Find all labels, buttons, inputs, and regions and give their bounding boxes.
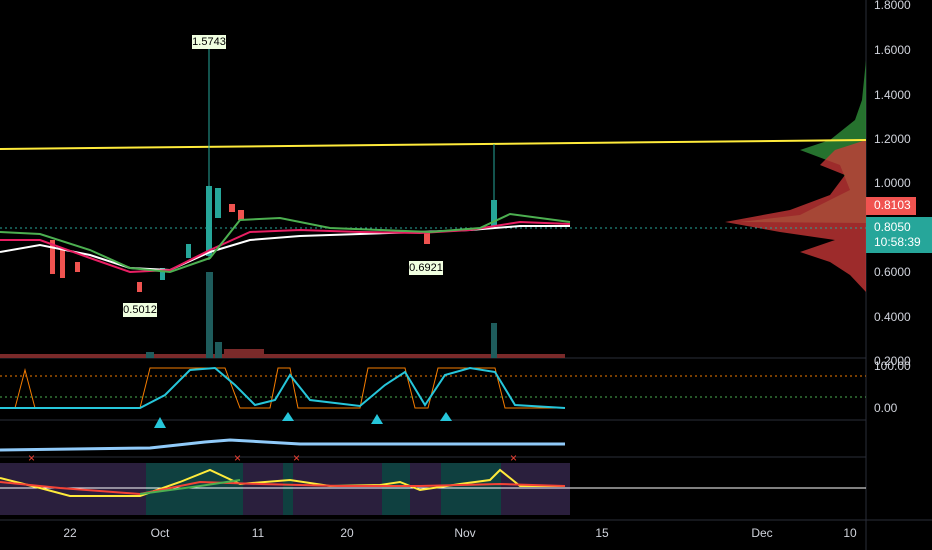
time-label: 20 <box>340 526 354 540</box>
time-label: 22 <box>63 526 77 540</box>
candles <box>50 45 497 292</box>
volume-profile <box>725 60 866 292</box>
time-label: Oct <box>151 526 170 540</box>
price-tag <box>866 197 916 215</box>
price-label: 1.6000 <box>874 43 911 57</box>
annotation: 0.6921 <box>409 262 443 274</box>
svg-text:×: × <box>28 451 35 465</box>
svg-text:×: × <box>510 451 517 465</box>
price-label: 1.8000 <box>874 0 911 12</box>
time-label: Dec <box>751 526 772 540</box>
trend-line <box>0 139 867 150</box>
time-axis: 22 Oct 11 20 Nov 15 Dec 10 <box>63 526 857 540</box>
high-label: 1.5743 <box>192 35 226 49</box>
price-axis: 1.8000 1.6000 1.4000 1.2000 1.0000 0.6000 0.40… <box>874 0 911 368</box>
moving-averages <box>0 212 571 274</box>
time-label: 11 <box>252 526 265 540</box>
time-label: 10 <box>843 526 857 540</box>
oscillator-label: 0.00 <box>874 401 898 415</box>
volume-bars <box>0 272 565 358</box>
annotation: 0.5012 <box>123 304 157 316</box>
price-label: 1.2000 <box>874 132 911 146</box>
low-label: 0.5012 <box>123 303 157 317</box>
time-label: Nov <box>454 526 475 540</box>
indicator-line <box>0 438 565 452</box>
signal-line <box>139 479 241 495</box>
cross-markers: × × × × <box>28 451 517 465</box>
slow-line <box>0 480 566 496</box>
price-label: 0.6000 <box>874 265 911 279</box>
annotation: 1.5743 <box>192 36 226 48</box>
countdown: 10:58:39 <box>874 235 921 249</box>
oscillator-line <box>0 366 566 409</box>
price-label: 1.4000 <box>874 88 911 102</box>
price-label: 0.2000 <box>874 354 911 368</box>
swing-label: 0.6921 <box>409 261 443 275</box>
svg-text:×: × <box>293 451 300 465</box>
svg-text:×: × <box>234 451 241 465</box>
price-label: 1.0000 <box>874 176 911 190</box>
price-tag-text: 0.8050 <box>874 220 911 234</box>
time-label: 15 <box>595 526 609 540</box>
signal-markers <box>154 412 452 428</box>
price-tag-text: 0.8103 <box>874 198 911 212</box>
price-tag <box>866 217 932 253</box>
price-label: 0.4000 <box>874 310 911 324</box>
oscillator-label: 100.00 <box>874 359 911 373</box>
